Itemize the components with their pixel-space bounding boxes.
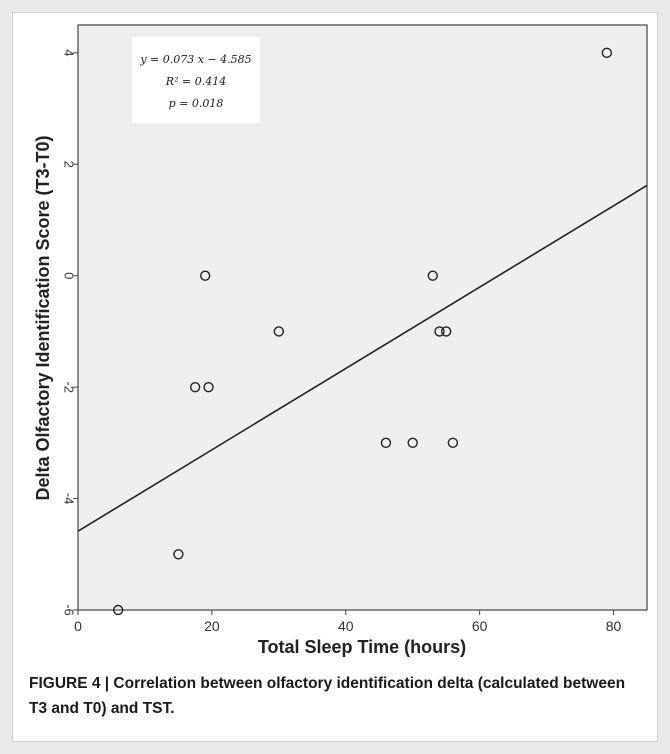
data-point bbox=[199, 270, 211, 281]
scatter-chart: -6 -4 -2 0 2 4 0 20 40 60 80 y = 0.073 x − 4.585 R… bbox=[33, 24, 648, 657]
y-axis-label: Delta Olfactory Identification Score (T3… bbox=[33, 135, 53, 500]
data-point bbox=[601, 47, 613, 59]
equation-text: y = 0.073 x − 4.585 R² = 0.414 p = 0.018 bbox=[139, 53, 251, 110]
x-tick-label: 40 bbox=[338, 618, 354, 634]
data-point bbox=[273, 326, 285, 337]
y-tick-label: 4 bbox=[62, 49, 77, 56]
equation-line: R² = 0.414 bbox=[165, 75, 226, 88]
data-points bbox=[112, 47, 613, 616]
data-point bbox=[434, 326, 445, 337]
data-point bbox=[189, 381, 201, 393]
data-point bbox=[440, 326, 452, 337]
data-point bbox=[427, 270, 438, 281]
x-axis-label: Total Sleep Time (hours) bbox=[258, 637, 466, 657]
y-tick-label: 2 bbox=[62, 161, 77, 168]
data-point bbox=[447, 437, 459, 449]
figure-caption: FIGURE 4 | Correlation between olfactory… bbox=[29, 675, 626, 717]
equation-line: p = 0.018 bbox=[169, 97, 224, 110]
x-tick-label: 0 bbox=[74, 618, 82, 634]
y-tick-label: -2 bbox=[62, 381, 77, 393]
y-axis-ticks: -6 -4 -2 0 2 4 bbox=[62, 49, 78, 616]
x-tick-label: 80 bbox=[606, 618, 622, 634]
data-point bbox=[173, 549, 184, 560]
regression-line bbox=[77, 184, 648, 532]
y-tick-label: -4 bbox=[62, 493, 77, 505]
x-tick-label: 20 bbox=[204, 618, 220, 634]
equation-line: y = 0.073 x − 4.585 bbox=[139, 53, 251, 66]
data-point bbox=[112, 604, 124, 616]
figure-frame: -6 -4 -2 0 2 4 0 20 40 60 80 y = 0.073 x − 4.585 R… bbox=[12, 12, 658, 742]
data-point bbox=[203, 381, 214, 393]
y-tick-label: -6 bbox=[62, 604, 77, 616]
y-tick-label: 0 bbox=[62, 272, 77, 279]
data-point bbox=[380, 437, 392, 449]
equation-box bbox=[132, 37, 260, 123]
x-axis-ticks: 0 20 40 60 80 bbox=[74, 610, 622, 634]
x-tick-label: 60 bbox=[472, 618, 488, 634]
data-point bbox=[407, 437, 418, 449]
